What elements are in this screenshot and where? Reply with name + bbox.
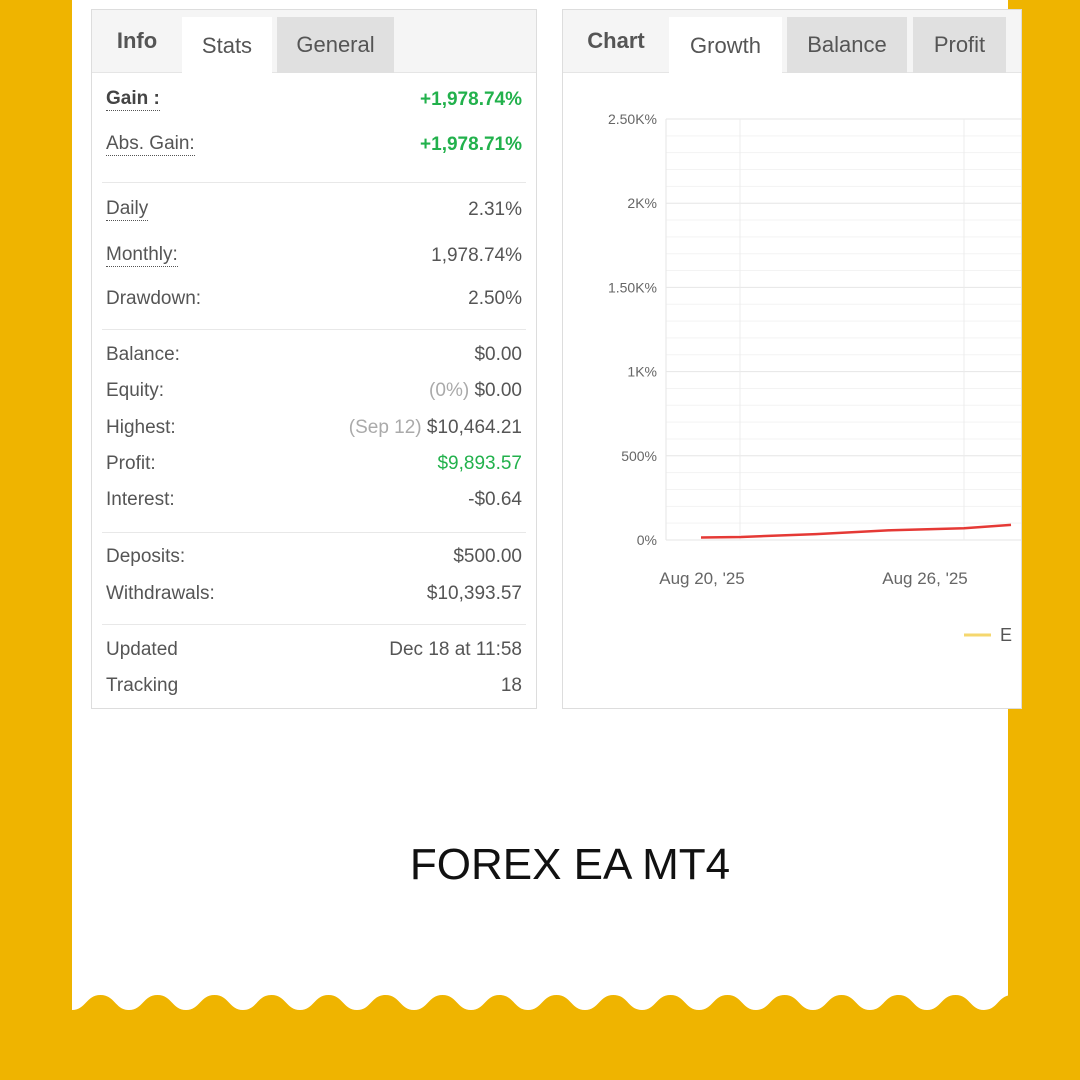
stat-value: (0%) $0.00 xyxy=(429,380,522,402)
stat-row: Gain : +1,978.74% xyxy=(106,89,522,111)
stat-value: $0.00 xyxy=(474,344,522,366)
stat-label: Highest: xyxy=(106,417,176,438)
legend-label: E xyxy=(1000,625,1012,645)
stat-note: (Sep 12) xyxy=(348,417,422,438)
stat-value: +1,978.74% xyxy=(420,89,522,111)
divider xyxy=(102,329,526,330)
stat-label: Drawdown: xyxy=(106,288,202,309)
stat-row: Profit: $9,893.57 xyxy=(106,453,522,475)
y-tick-label: 500% xyxy=(621,448,657,464)
y-tick-label: 2.50K% xyxy=(608,111,657,127)
growth-chart: 2.50K% 2K% 1.50K% 1K% 500% 0% Aug 20, '25 Aug 2… xyxy=(608,111,1021,645)
stat-row: Equity: (0%) $0.00 xyxy=(106,380,522,402)
stats-tabs: Info Stats General xyxy=(92,10,536,74)
stat-value-text: $9,893.57 xyxy=(437,453,522,474)
tab-chart[interactable]: Chart xyxy=(563,10,669,72)
divider xyxy=(102,532,526,533)
stat-label: Withdrawals: xyxy=(106,583,215,604)
stat-label[interactable]: Monthly: xyxy=(106,244,178,267)
stat-label: Equity: xyxy=(106,380,165,401)
tab-growth[interactable]: Growth xyxy=(669,17,782,74)
stat-value: 1,978.74% xyxy=(431,245,522,267)
stat-value: $500.00 xyxy=(453,546,522,568)
stat-label[interactable]: Gain : xyxy=(106,88,160,111)
stat-note: (0%) xyxy=(429,380,470,401)
stat-value: Dec 18 at 11:58 xyxy=(389,639,522,661)
stat-row: Balance: $0.00 xyxy=(106,344,522,366)
stat-row: Daily 2.31% xyxy=(106,199,522,221)
stat-value: 18 xyxy=(501,675,522,697)
stat-value-text: $0.00 xyxy=(474,344,522,365)
tab-general[interactable]: General xyxy=(277,17,394,73)
stat-label[interactable]: Daily xyxy=(106,198,149,221)
chart-panel: Chart Growth Balance Profit 2.50K% 2K% 1.5… xyxy=(562,9,1022,709)
tab-stats[interactable]: Stats xyxy=(182,17,272,74)
stat-row: Drawdown: 2.50% xyxy=(106,288,522,310)
y-tick-label: 2K% xyxy=(627,195,657,211)
y-tick-label: 1.50K% xyxy=(608,279,657,295)
stat-value: 2.50% xyxy=(468,288,522,310)
stat-value-text: +1,978.74% xyxy=(420,89,522,110)
divider xyxy=(102,624,526,625)
stat-value: +1,978.71% xyxy=(420,134,522,156)
stat-value-text: $10,393.57 xyxy=(426,583,522,604)
stat-value: 2.31% xyxy=(468,199,522,221)
stat-label: Deposits: xyxy=(106,546,186,567)
tab-balance[interactable]: Balance xyxy=(787,17,907,73)
y-tick-label: 1K% xyxy=(627,364,657,380)
page-title: FOREX EA MT4 xyxy=(409,840,731,889)
stat-value-text: 2.50% xyxy=(468,288,522,309)
stat-row: Abs. Gain: +1,978.71% xyxy=(106,134,522,156)
stat-value-text: 2.31% xyxy=(468,199,522,220)
divider xyxy=(102,182,526,183)
y-tick-label: 0% xyxy=(637,532,657,548)
stat-value: -$0.64 xyxy=(468,489,522,511)
stat-value: $9,893.57 xyxy=(437,453,522,475)
x-tick-label: Aug 26, '25 xyxy=(882,569,967,588)
stat-value-text: $0.00 xyxy=(474,380,522,401)
stat-value: (Sep 12) $10,464.21 xyxy=(349,417,522,439)
stat-row: Updated Dec 18 at 11:58 xyxy=(106,639,522,661)
stat-value-text: +1,978.71% xyxy=(420,134,522,155)
stat-value-text: -$0.64 xyxy=(468,489,522,510)
stat-row: Interest: -$0.64 xyxy=(106,489,522,511)
stat-row: Deposits: $500.00 xyxy=(106,546,522,568)
stat-row: Highest: (Sep 12) $10,464.21 xyxy=(106,417,522,439)
growth-line xyxy=(700,523,1012,539)
stat-row: Monthly: 1,978.74% xyxy=(106,245,522,267)
stat-label: Updated xyxy=(106,639,178,660)
tab-info[interactable]: Info xyxy=(92,10,182,72)
stat-row: Tracking 18 xyxy=(106,675,522,697)
stats-panel: Info Stats General Gain : +1,978.74% Abs. … xyxy=(91,9,537,709)
stat-label[interactable]: Abs. Gain: xyxy=(106,133,195,156)
stat-value: $10,393.57 xyxy=(427,583,522,605)
tab-profit[interactable]: Profit xyxy=(913,17,1006,73)
stat-value-text: $10,464.21 xyxy=(426,417,522,438)
stat-label: Balance: xyxy=(106,344,180,365)
chart-tabs: Chart Growth Balance Profit xyxy=(563,10,1021,74)
stat-label: Interest: xyxy=(106,489,175,510)
x-tick-label: Aug 20, '25 xyxy=(659,569,744,588)
wave-border xyxy=(72,995,1008,1020)
stat-value-text: $500.00 xyxy=(453,546,522,567)
stat-value-text: 1,978.74% xyxy=(431,245,522,266)
stat-label: Profit: xyxy=(106,453,156,474)
stat-value-text: Dec 18 at 11:58 xyxy=(389,639,522,660)
stat-label: Tracking xyxy=(106,675,179,696)
stat-value-text: 18 xyxy=(500,675,522,696)
stat-row: Withdrawals: $10,393.57 xyxy=(106,583,522,605)
